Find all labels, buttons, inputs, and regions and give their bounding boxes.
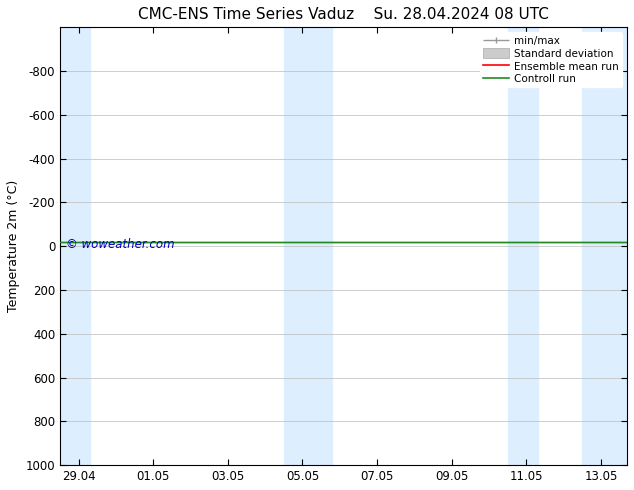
Title: CMC-ENS Time Series Vaduz    Su. 28.04.2024 08 UTC: CMC-ENS Time Series Vaduz Su. 28.04.2024… bbox=[138, 7, 549, 22]
Bar bbox=[582, 27, 627, 465]
Bar bbox=[508, 27, 538, 465]
Bar bbox=[284, 27, 332, 465]
Y-axis label: Temperature 2m (°C): Temperature 2m (°C) bbox=[7, 180, 20, 312]
Legend: min/max, Standard deviation, Ensemble mean run, Controll run: min/max, Standard deviation, Ensemble me… bbox=[479, 32, 622, 88]
Bar bbox=[60, 27, 90, 465]
Text: © woweather.com: © woweather.com bbox=[66, 238, 174, 250]
